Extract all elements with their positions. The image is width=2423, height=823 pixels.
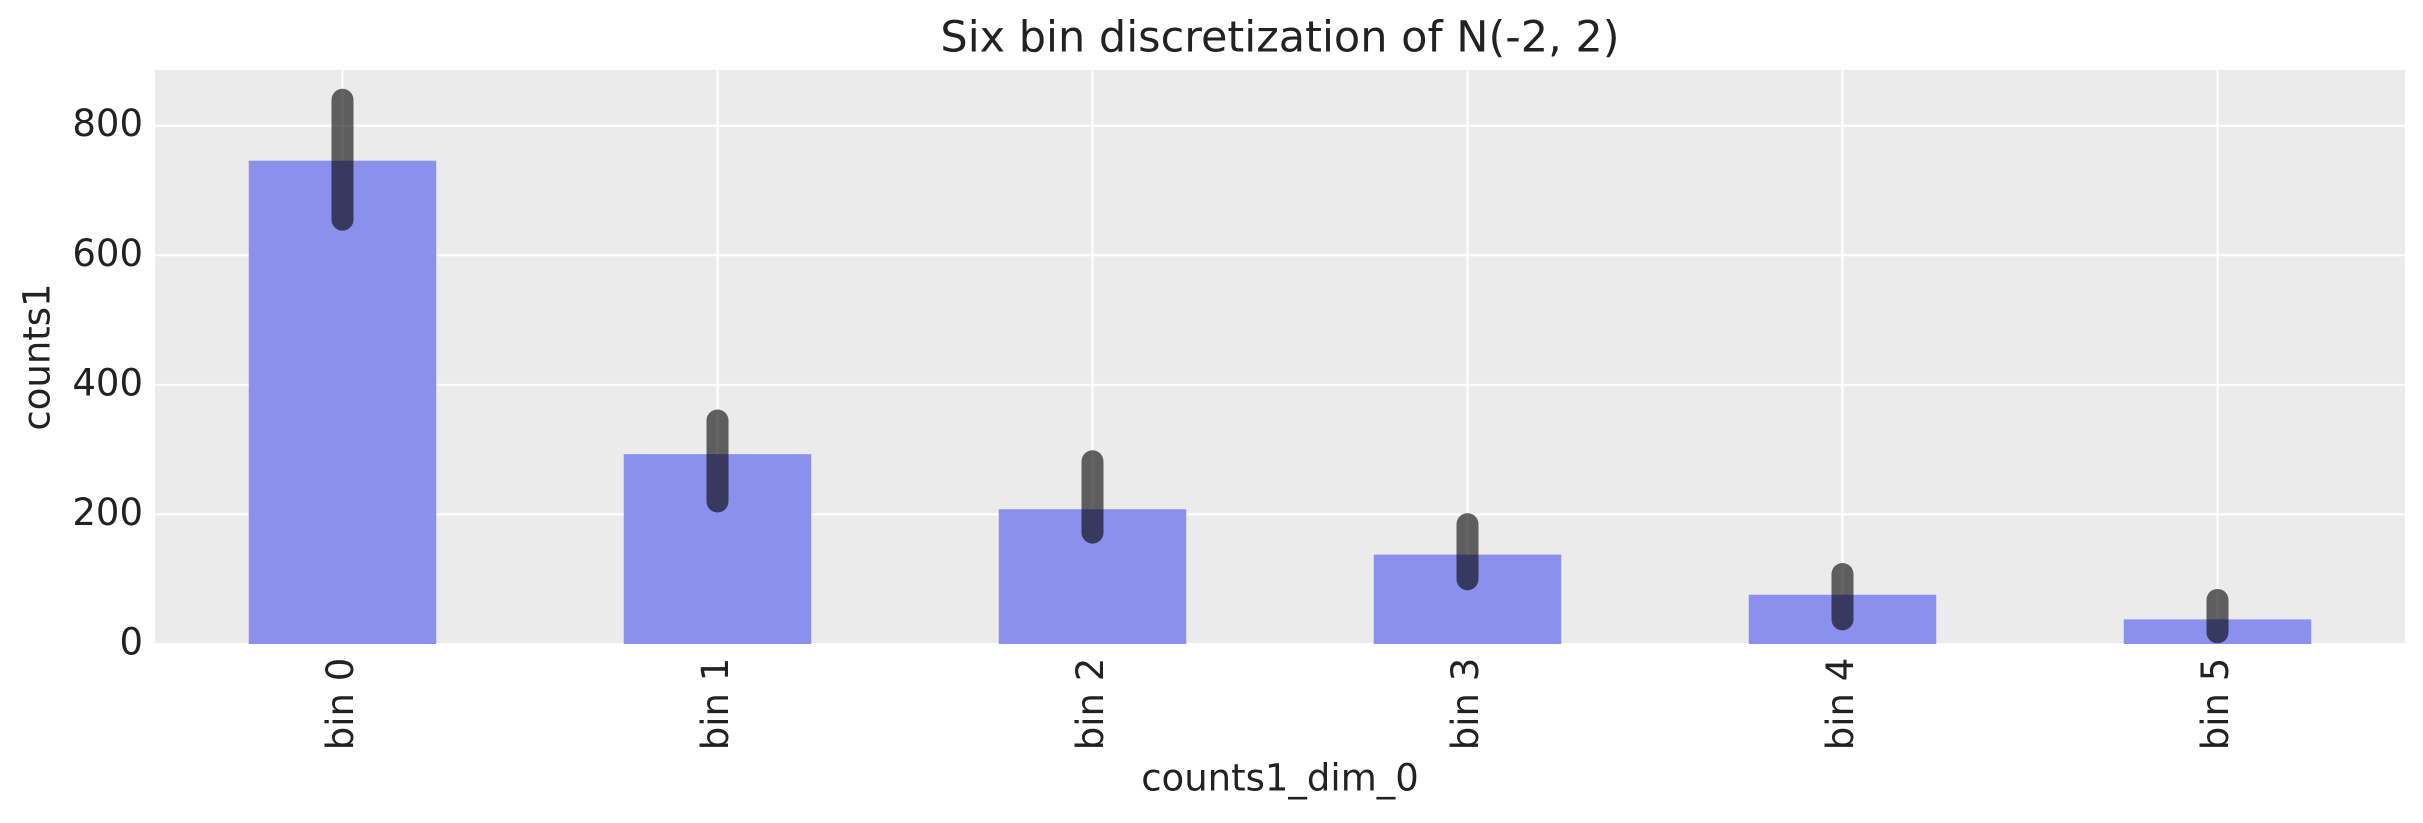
y-tick-label: 200 [72, 491, 143, 534]
y-axis-label: counts1 [16, 283, 59, 430]
y-tick-label: 600 [72, 232, 143, 275]
x-tick-label: bin 0 [319, 658, 362, 751]
bar [248, 160, 437, 644]
plot-area [155, 70, 2405, 644]
x-tick-label: bin 4 [1819, 658, 1862, 751]
x-tick-label: bin 2 [1069, 658, 1112, 751]
y-tick-label: 800 [72, 102, 143, 145]
chart-title: Six bin discretization of N(-2, 2) [940, 13, 1619, 63]
y-tick-label: 0 [119, 621, 143, 664]
x-tick-label: bin 3 [1444, 658, 1487, 751]
x-tick-label: bin 1 [694, 658, 737, 751]
x-axis-label: counts1_dim_0 [1141, 757, 1419, 800]
x-tick-label: bin 5 [2194, 658, 2237, 751]
y-tick-label: 400 [72, 361, 143, 404]
